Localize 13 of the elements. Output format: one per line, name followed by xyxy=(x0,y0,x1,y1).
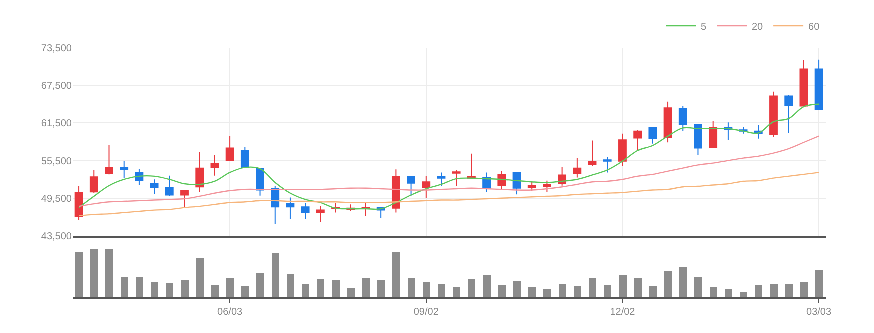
y-tick-label: 67,500 xyxy=(41,81,72,92)
x-tick-label: 06/03 xyxy=(218,306,244,318)
y-tick-label: 43,500 xyxy=(41,232,72,242)
y-tick-label: 55,500 xyxy=(41,156,72,168)
y-tick-label: 73,500 xyxy=(41,44,72,54)
legend-label: 60 xyxy=(808,22,820,33)
legend-label: 5 xyxy=(701,22,707,33)
y-tick-label: 49,500 xyxy=(41,194,72,205)
x-tick-label: 12/02 xyxy=(610,306,636,318)
legend-label: 20 xyxy=(752,22,764,33)
x-tick-label: 03/03 xyxy=(806,306,832,318)
x-tick-label: 09/02 xyxy=(414,306,440,318)
y-tick-label: 61,500 xyxy=(41,118,72,130)
